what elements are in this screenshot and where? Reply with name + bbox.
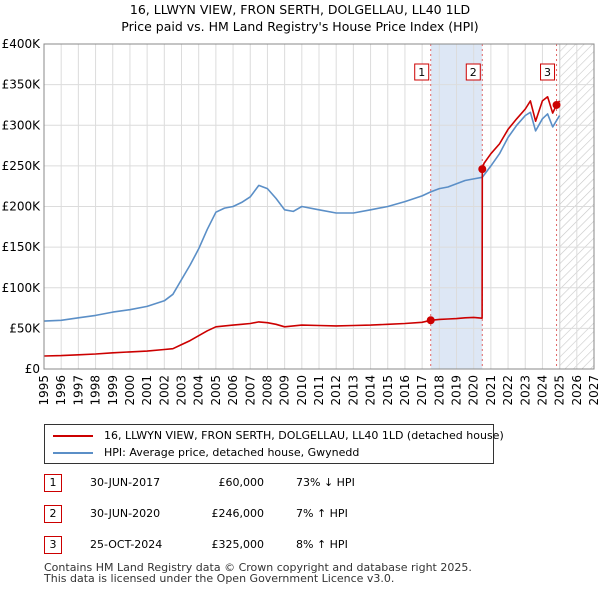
sale-point	[552, 100, 561, 109]
sale-point	[426, 316, 435, 325]
legend-label-hpi: HPI: Average price, detached house, Gwyn…	[104, 446, 360, 459]
sale-date: 30-JUN-2020	[90, 507, 161, 520]
x-tick-label: 2007	[243, 375, 257, 406]
sale-label-number: 3	[544, 66, 551, 79]
sale-hpi-delta: 8% ↑ HPI	[296, 538, 348, 551]
chart-subtitle: Price paid vs. HM Land Registry's House …	[121, 19, 478, 34]
x-tick-label: 2026	[570, 375, 584, 406]
legend-swatch-property	[53, 435, 93, 437]
legend-label-property: 16, LLWYN VIEW, FRON SERTH, DOLGELLAU, L…	[104, 429, 504, 442]
sale-price: £246,000	[211, 507, 265, 520]
x-tick-label: 2014	[364, 375, 378, 406]
x-tick-label: 1996	[54, 375, 68, 406]
x-tick-label: 1998	[89, 375, 103, 406]
x-tick-label: 2021	[484, 375, 498, 406]
legend: 16, LLWYN VIEW, FRON SERTH, DOLGELLAU, L…	[44, 424, 504, 464]
x-tick-label: 2013	[346, 375, 360, 406]
sale-label-box	[540, 63, 556, 81]
plot-border	[43, 43, 595, 370]
sale-hpi-delta: 73% ↓ HPI	[296, 476, 355, 489]
x-tick-label: 2002	[157, 375, 171, 406]
x-tick-label: 1997	[71, 375, 85, 406]
property-price-line	[44, 96, 561, 357]
y-tick-label: £400K	[2, 37, 42, 51]
x-tick-label: 2001	[140, 375, 154, 406]
sale-hpi-delta: 7% ↑ HPI	[296, 507, 348, 520]
sale-date: 25-OCT-2024	[90, 538, 163, 551]
x-tick-label: 1999	[106, 375, 120, 406]
x-tick-label: 2027	[587, 375, 600, 406]
y-tick-label: £250K	[2, 159, 42, 173]
sale-label-number: 1	[418, 66, 425, 79]
sale-number-badge: 3	[44, 536, 62, 554]
x-tick-label: 2020	[467, 375, 481, 406]
legend-swatch-hpi	[53, 452, 93, 454]
x-tick-label: 2016	[398, 375, 412, 406]
sale-number-badge: 1	[44, 474, 62, 492]
y-tick-label: £150K	[2, 240, 42, 254]
y-tick-label: £0	[25, 362, 40, 376]
x-tick-label: 2022	[501, 375, 515, 406]
sale-price: £60,000	[218, 476, 265, 489]
sale-number-badge: 2	[44, 505, 62, 523]
x-tick-label: 1995	[37, 375, 51, 406]
y-tick-label: £100K	[2, 281, 42, 295]
x-tick-label: 2024	[535, 375, 549, 406]
sale-label-box	[465, 63, 481, 81]
sale-label-number: 2	[470, 66, 477, 79]
legend-item-property: 16, LLWYN VIEW, FRON SERTH, DOLGELLAU, L…	[53, 428, 504, 444]
legend-item-hpi: HPI: Average price, detached house, Gwyn…	[53, 445, 359, 461]
x-tick-label: 2012	[329, 375, 343, 406]
footer-licence: This data is licensed under the Open Gov…	[44, 572, 395, 585]
y-tick-label: £200K	[2, 200, 42, 214]
sale-date: 30-JUN-2017	[90, 476, 161, 489]
x-tick-label: 2004	[192, 375, 206, 406]
hpi-line	[44, 111, 561, 322]
x-tick-label: 2011	[312, 375, 326, 406]
x-tick-label: 2015	[381, 375, 395, 406]
x-tick-label: 2005	[209, 375, 223, 406]
x-tick-label: 2006	[226, 375, 240, 406]
x-tick-label: 2003	[175, 375, 189, 406]
sale-price: £325,000	[211, 538, 265, 551]
x-tick-label: 2008	[260, 375, 274, 406]
chart-title: 16, LLWYN VIEW, FRON SERTH, DOLGELLAU, L…	[130, 2, 470, 17]
x-tick-label: 2018	[432, 375, 446, 406]
x-tick-label: 2010	[295, 375, 309, 406]
sale-point	[478, 165, 487, 174]
footer-copyright: Contains HM Land Registry data © Crown c…	[44, 561, 472, 574]
x-tick-label: 2000	[123, 375, 137, 406]
x-tick-label: 2023	[518, 375, 532, 406]
y-tick-label: £300K	[2, 118, 42, 132]
y-tick-label: £350K	[2, 78, 42, 92]
price-chart: 16, LLWYN VIEW, FRON SERTH, DOLGELLAU, L…	[2, 2, 600, 406]
x-tick-label: 2017	[415, 375, 429, 406]
sale-label-box	[414, 63, 430, 81]
y-tick-label: £50K	[9, 321, 41, 335]
x-tick-label: 2019	[450, 375, 464, 406]
x-tick-label: 2009	[278, 375, 292, 406]
x-tick-label: 2025	[553, 375, 567, 406]
